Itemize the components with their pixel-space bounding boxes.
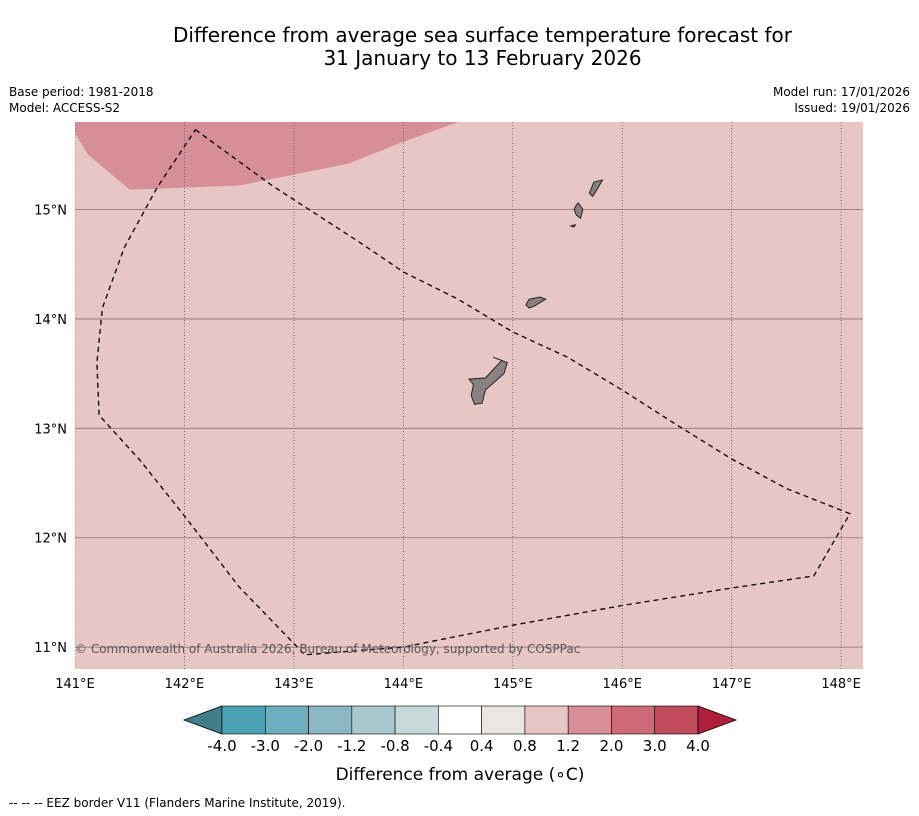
colorbar-tick-label: 1.2: [556, 737, 580, 755]
colorbar-segment: [264, 705, 309, 735]
longitude-tick-labels: 141°E 142°E 143°E 144°E 145°E 146°E 147°E 148°E: [55, 677, 861, 692]
island-saipan: [588, 179, 604, 198]
lon-tick-label: 146°E: [602, 677, 642, 692]
colorbar-segment: [524, 705, 569, 735]
chart-title-line-1: Difference from average sea surface temp…: [172, 23, 792, 47]
copyright-label: © Commonwealth of Australia 2026, Bureau…: [75, 642, 580, 656]
island-guam: [468, 356, 508, 405]
lon-tick-label: 144°E: [384, 677, 424, 692]
colorbar-tick-label: -2.0: [294, 737, 323, 755]
colorbar-over-arrow: [697, 705, 738, 735]
chart-title-line-2: 31 January to 13 February 2026: [323, 46, 642, 70]
gridlines: [75, 122, 863, 669]
lat-tick-label: 12°N: [34, 532, 67, 547]
lon-tick-label: 148°E: [821, 677, 861, 692]
colorbar-label: Difference from average (∘C): [336, 765, 585, 785]
lat-tick-label: 11°N: [34, 641, 67, 656]
colorbar-tick-label: -0.4: [424, 737, 453, 755]
lon-tick-label: 142°E: [165, 677, 205, 692]
colorbar-tick-label: -4.0: [207, 737, 236, 755]
colorbar-segment: [611, 705, 656, 735]
island-aguijan: [569, 224, 577, 228]
eez-border: [96, 129, 851, 656]
lat-tick-label: 14°N: [34, 313, 67, 328]
colorbar-segment: [308, 705, 353, 735]
lat-tick-label: 15°N: [34, 204, 67, 219]
colorbar-segment: [351, 705, 396, 735]
latitude-tick-labels: 15°N 14°N 13°N 12°N 11°N: [34, 204, 67, 657]
colorbar-tick-label: 4.0: [686, 737, 710, 755]
colorbar: -4.0 -3.0 -2.0 -1.2 -0.8 -0.4 0.4 0.8 1.2 2.0 3.0 4…: [182, 705, 738, 755]
warm-anomaly-region: [75, 122, 459, 190]
islands: [468, 179, 604, 405]
issued-label: Issued: 19/01/2026: [794, 101, 910, 115]
model-run-label: Model run: 17/01/2026: [772, 85, 910, 99]
colorbar-tick-label: 0.4: [470, 737, 494, 755]
colorbar-segment: [221, 705, 266, 735]
lon-tick-label: 143°E: [274, 677, 314, 692]
base-period-label: Base period: 1981-2018: [9, 85, 154, 99]
colorbar-segment: [481, 705, 526, 735]
colorbar-tick-label: 2.0: [600, 737, 624, 755]
colorbar-segment: [394, 705, 439, 735]
colorbar-under-arrow: [182, 705, 223, 735]
lat-tick-label: 13°N: [34, 422, 67, 437]
colorbar-tick-label: 0.8: [513, 737, 537, 755]
lon-tick-label: 145°E: [493, 677, 533, 692]
colorbar-tick-label: -1.2: [337, 737, 366, 755]
colorbar-segment: [654, 705, 699, 735]
colorbar-tick-label: 3.0: [643, 737, 667, 755]
eez-legend-note: -- -- -- EEZ border V11 (Flanders Marine…: [9, 796, 346, 810]
island-tinian: [573, 202, 584, 220]
colorbar-segment: [567, 705, 612, 735]
island-rota: [525, 296, 547, 309]
colorbar-tick-label: -3.0: [251, 737, 280, 755]
colorbar-segment: [438, 705, 482, 735]
lon-tick-label: 147°E: [712, 677, 752, 692]
colorbar-tick-label: -0.8: [380, 737, 409, 755]
model-label: Model: ACCESS-S2: [9, 101, 121, 115]
lon-tick-label: 141°E: [55, 677, 95, 692]
map-background: [75, 122, 863, 669]
